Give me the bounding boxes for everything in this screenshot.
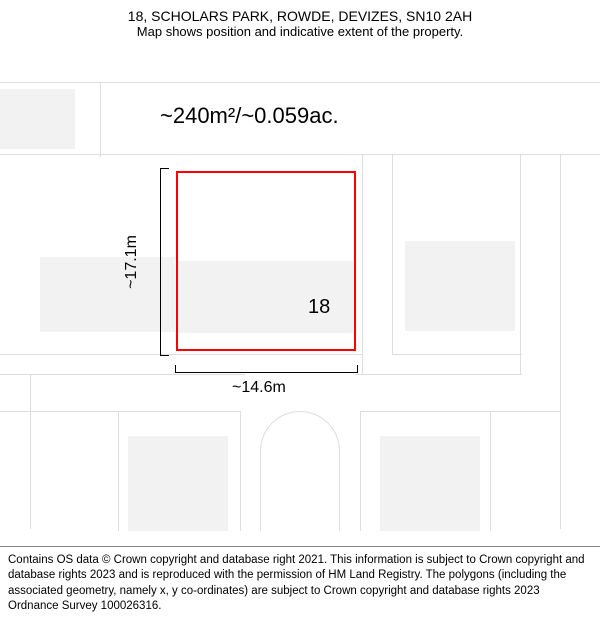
page-subtitle: Map shows position and indicative extent… xyxy=(0,24,600,39)
cul-de-sac xyxy=(260,411,340,531)
parcel-line xyxy=(490,411,491,531)
building-shape xyxy=(128,436,228,531)
building-shape xyxy=(380,436,480,531)
parcel-line xyxy=(520,154,521,374)
parcel-line xyxy=(0,354,362,355)
property-boundary xyxy=(176,171,356,351)
parcel-line xyxy=(355,374,522,375)
area-label: ~240m²/~0.059ac. xyxy=(160,103,339,129)
parcel-line xyxy=(0,374,245,375)
parcel-line xyxy=(118,411,119,531)
parcel-line xyxy=(392,354,522,355)
header: 18, SCHOLARS PARK, ROWDE, DEVIZES, SN10 … xyxy=(0,0,600,41)
house-number: 18 xyxy=(308,296,330,319)
building-shape xyxy=(0,89,75,149)
building-shape xyxy=(40,257,175,332)
parcel-line xyxy=(560,154,561,529)
parcel-line xyxy=(392,154,393,354)
parcel-line xyxy=(0,82,600,83)
building-shape xyxy=(405,241,515,331)
parcel-line xyxy=(0,411,240,412)
dim-bracket-horizontal xyxy=(175,372,358,373)
dim-height-label: ~17.1m xyxy=(123,235,141,289)
parcel-line xyxy=(240,411,241,531)
copyright-footer: Contains OS data © Crown copyright and d… xyxy=(0,546,600,625)
dim-width-label: ~14.6m xyxy=(232,379,286,397)
parcel-line xyxy=(100,82,101,157)
parcel-line xyxy=(360,411,560,412)
map-canvas: ~240m²/~0.059ac. ~17.1m ~14.6m 18 xyxy=(0,41,600,531)
parcel-line xyxy=(30,374,31,529)
page-title: 18, SCHOLARS PARK, ROWDE, DEVIZES, SN10 … xyxy=(0,8,600,24)
dim-bracket-vertical xyxy=(160,168,161,356)
parcel-line xyxy=(362,154,363,374)
parcel-line xyxy=(0,154,600,155)
parcel-line xyxy=(360,411,361,531)
